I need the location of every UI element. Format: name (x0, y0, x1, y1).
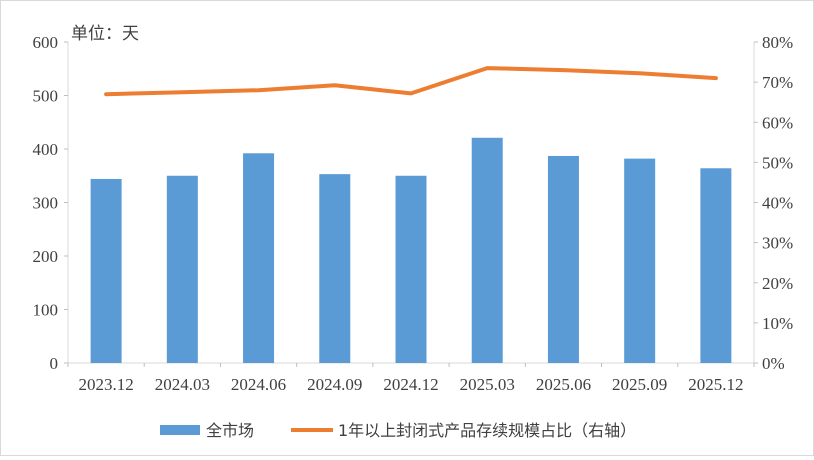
line-point (334, 84, 336, 86)
bar (166, 175, 198, 363)
bars-layer (90, 137, 732, 363)
y-right-tick-label: 0% (762, 354, 785, 373)
x-tick-label: 2024.06 (231, 375, 286, 394)
y-left-tick-label: 400 (33, 140, 59, 159)
bar (395, 175, 427, 363)
y-left-tick-label: 200 (33, 247, 59, 266)
y-right-tick-label: 60% (762, 113, 793, 132)
y-right-tick-label: 20% (762, 274, 793, 293)
x-tick-label: 2024.03 (155, 375, 210, 394)
line-series-path (104, 66, 718, 97)
y-right-tick-label: 70% (762, 73, 793, 92)
y-right-tick-label: 40% (762, 194, 793, 213)
x-tick-label: 2024.12 (383, 375, 438, 394)
x-tick-label: 2025.03 (460, 375, 515, 394)
y-right-tick-label: 80% (762, 33, 793, 52)
line-point (715, 77, 717, 79)
y-left-tick-label: 100 (33, 301, 59, 320)
bar (700, 168, 732, 363)
line-point (486, 67, 488, 69)
bar (471, 137, 503, 363)
y-left-tick-label: 300 (33, 194, 59, 213)
line-point (105, 93, 107, 95)
line-layer (104, 66, 718, 97)
x-tick-label: 2025.12 (688, 375, 743, 394)
bar (547, 155, 579, 363)
y-left-tick-label: 500 (33, 87, 59, 106)
labels-layer: 0 100 200 300 400 500 600 0% 10% 20% 30% 40% 50% 60% 7… (33, 33, 794, 394)
x-tick-label: 2023.12 (78, 375, 133, 394)
y-right-tick-label: 10% (762, 314, 793, 333)
legend: 全市场 1年以上封闭式产品存续规模占比（右轴） (160, 421, 636, 440)
x-tick-label: 2024.09 (307, 375, 362, 394)
unit-label: 单位：天 (71, 24, 139, 44)
y-left-tick-label: 0 (50, 354, 59, 373)
legend-bar-swatch (160, 425, 200, 435)
line-point (258, 89, 260, 91)
x-tick-label: 2025.09 (612, 375, 667, 394)
bar (90, 178, 122, 363)
line-point (181, 91, 183, 93)
bar (624, 158, 656, 363)
legend-line-label: 1年以上封闭式产品存续规模占比（右轴） (338, 421, 636, 440)
y-right-tick-label: 50% (762, 153, 793, 172)
bar (243, 153, 275, 363)
bar (319, 174, 351, 363)
x-tick-label: 2025.06 (536, 375, 591, 394)
line-point (562, 69, 564, 71)
legend-bar-label: 全市场 (206, 421, 254, 440)
line-point (410, 92, 412, 94)
line-point (639, 72, 641, 74)
y-right-tick-label: 30% (762, 234, 793, 253)
y-left-tick-label: 600 (33, 33, 59, 52)
